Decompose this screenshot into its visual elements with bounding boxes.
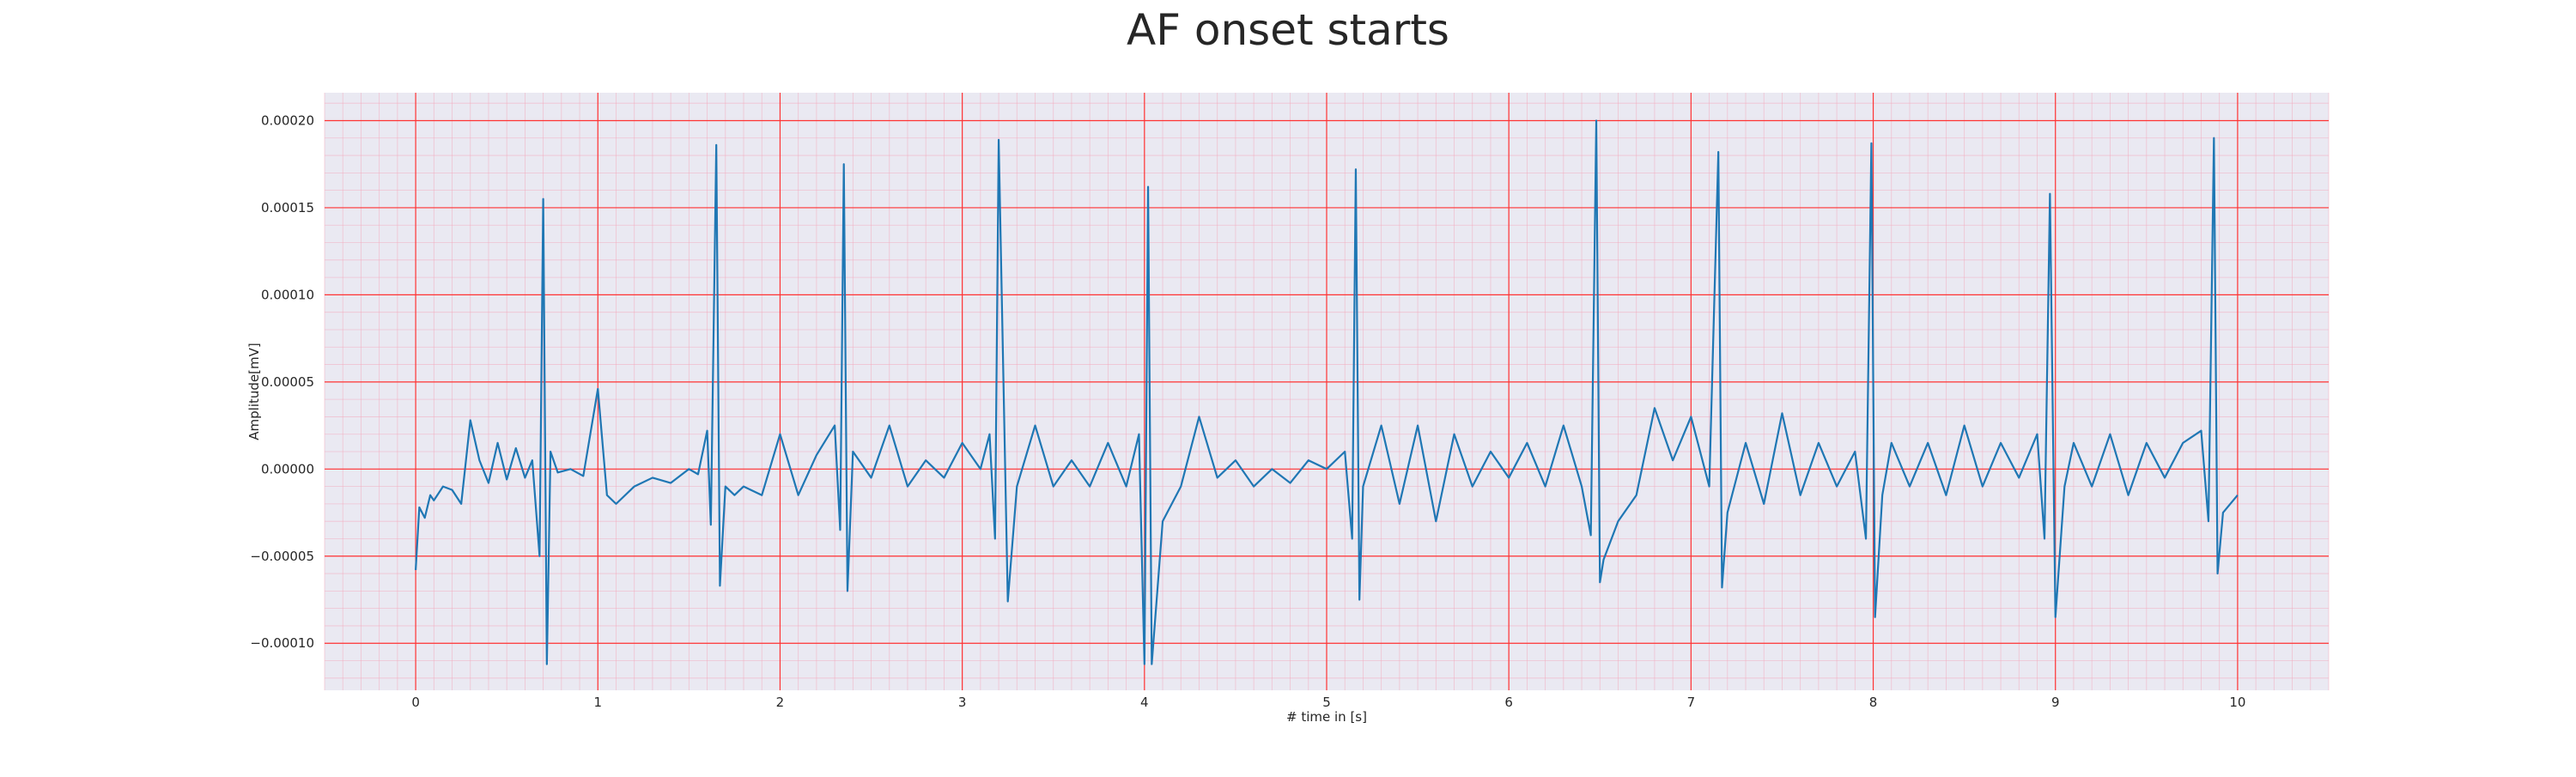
y-tick-label: 0.00000 xyxy=(261,461,314,477)
x-tick-labels: 0 1 2 3 4 5 6 7 8 9 10 xyxy=(411,695,2245,710)
ecg-series-line xyxy=(414,119,2239,665)
x-tick-label: 0 xyxy=(411,695,420,710)
x-tick-label: 1 xyxy=(593,695,602,710)
x-tick-label: 9 xyxy=(2051,695,2060,710)
x-tick-label: 4 xyxy=(1140,695,1149,710)
y-tick-labels: −0.00010 −0.00005 0.00000 0.00005 0.00010 0.0… xyxy=(250,112,314,651)
y-tick-label: 0.00005 xyxy=(261,374,314,390)
y-tick-label: −0.00010 xyxy=(250,635,314,651)
x-tick-label: 3 xyxy=(958,695,967,710)
y-axis-label: Amplitude[mV] xyxy=(246,343,262,440)
chart-title: AF onset starts xyxy=(1127,5,1449,55)
y-tick-label: 0.00020 xyxy=(261,112,314,128)
x-tick-label: 10 xyxy=(2229,695,2245,710)
x-tick-label: 7 xyxy=(1687,695,1696,710)
x-tick-label: 5 xyxy=(1322,695,1331,710)
x-tick-label: 6 xyxy=(1504,695,1513,710)
x-tick-label: 2 xyxy=(776,695,785,710)
y-tick-label: 0.00015 xyxy=(261,200,314,215)
x-tick-label: 8 xyxy=(1869,695,1878,710)
x-axis-label: # time in [s] xyxy=(1286,709,1367,725)
y-tick-label: −0.00005 xyxy=(250,549,314,564)
y-tick-label: 0.00010 xyxy=(261,287,314,302)
